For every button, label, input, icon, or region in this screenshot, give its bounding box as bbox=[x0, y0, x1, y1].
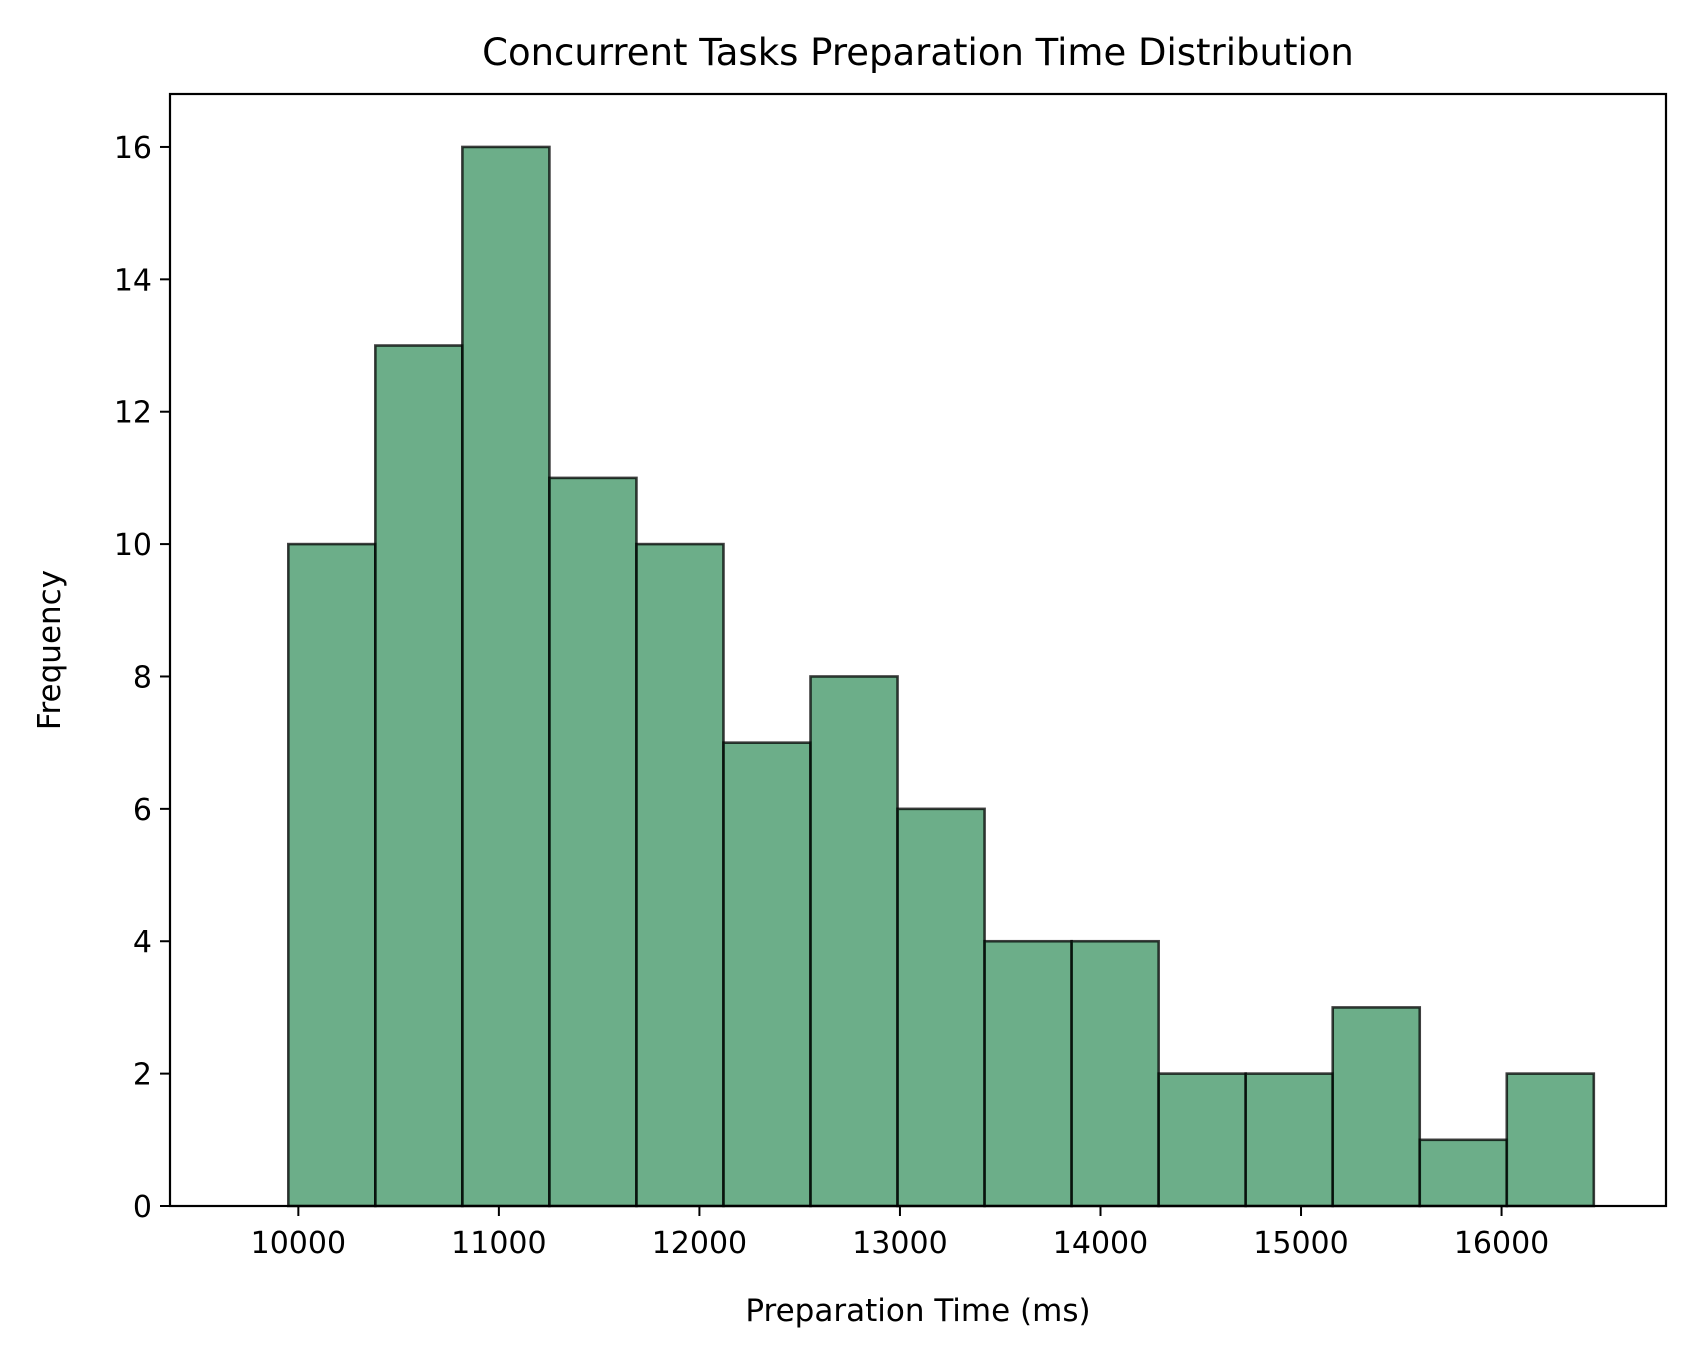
x-tick-label: 11000 bbox=[451, 1226, 546, 1261]
histogram-bar bbox=[983, 939, 1073, 1208]
y-tick-label: 4 bbox=[133, 925, 152, 960]
histogram-bar bbox=[635, 542, 725, 1208]
y-tick-label: 6 bbox=[133, 793, 152, 828]
histogram-bar bbox=[287, 542, 377, 1208]
y-tick-label: 14 bbox=[114, 263, 152, 298]
histogram-bar bbox=[722, 741, 812, 1208]
ticks-group: 10000 11000 12000 13000 14000 15000 16000 0 2 4 6 8… bbox=[114, 131, 1549, 1261]
histogram-bar bbox=[1157, 1072, 1247, 1208]
x-tick-label: 14000 bbox=[1053, 1226, 1148, 1261]
y-tick-label: 12 bbox=[114, 396, 152, 431]
x-tick-label: 10000 bbox=[251, 1226, 346, 1261]
x-axis-label: Preparation Time (ms) bbox=[745, 1293, 1090, 1329]
histogram-bar bbox=[896, 807, 986, 1208]
histogram-bar bbox=[374, 344, 464, 1208]
histogram-bar bbox=[1070, 939, 1160, 1208]
x-tick-label: 15000 bbox=[1253, 1226, 1348, 1261]
y-tick-label: 8 bbox=[133, 660, 152, 695]
bars-group bbox=[287, 145, 1596, 1208]
y-tick-label: 2 bbox=[133, 1058, 152, 1093]
x-tick-label: 12000 bbox=[652, 1226, 747, 1261]
histogram-bar bbox=[461, 145, 551, 1208]
chart-title: Concurrent Tasks Preparation Time Distri… bbox=[482, 31, 1354, 74]
histogram-bar bbox=[809, 675, 899, 1208]
x-tick-label: 13000 bbox=[852, 1226, 947, 1261]
histogram-bar bbox=[1244, 1072, 1335, 1208]
histogram-bar bbox=[1505, 1072, 1596, 1208]
histogram-bar bbox=[1331, 1006, 1422, 1208]
histogram-bar bbox=[548, 476, 638, 1208]
histogram-bar bbox=[1418, 1138, 1509, 1208]
plot-frame bbox=[168, 92, 1668, 1208]
y-tick-label: 0 bbox=[133, 1190, 152, 1225]
y-tick-label: 10 bbox=[114, 528, 152, 563]
y-tick-label: 16 bbox=[114, 131, 152, 166]
y-axis-label: Frequency bbox=[32, 570, 68, 730]
x-tick-label: 16000 bbox=[1454, 1226, 1549, 1261]
